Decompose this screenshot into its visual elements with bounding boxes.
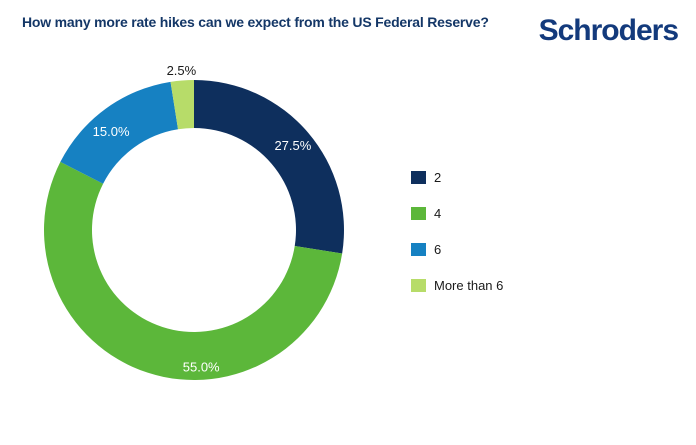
donut-slice-6 — [60, 81, 179, 184]
legend-label: 6 — [434, 241, 442, 257]
legend-label: 2 — [434, 169, 442, 185]
legend-swatch-blue — [411, 242, 426, 256]
legend-swatch-green — [411, 206, 426, 220]
donut-slice-4 — [43, 161, 343, 381]
legend-item-6: 6 — [411, 241, 503, 257]
legend-swatch-navy — [411, 170, 426, 184]
legend-label: 4 — [434, 205, 442, 221]
legend-swatch-light-green — [411, 278, 426, 292]
donut-slice-more-than-6 — [170, 80, 194, 130]
slice-label-more-than-6: 2.5% — [167, 63, 197, 78]
legend-item-more-than-6: More than 6 — [411, 277, 504, 293]
slice-label-4: 55.0% — [183, 359, 220, 374]
donut-slice-2 — [194, 80, 344, 254]
schroders-logo: Schroders — [538, 14, 679, 47]
legend-item-2: 2 — [411, 169, 503, 185]
chart-legend: 2 4 6 More than 6 — [411, 169, 504, 293]
slice-label-6: 15.0% — [93, 124, 130, 139]
slice-label-2: 27.5% — [274, 138, 311, 153]
legend-item-4: 4 — [411, 205, 503, 221]
chart-title: How many more rate hikes can we expect f… — [22, 14, 489, 30]
legend-label: More than 6 — [434, 277, 504, 293]
